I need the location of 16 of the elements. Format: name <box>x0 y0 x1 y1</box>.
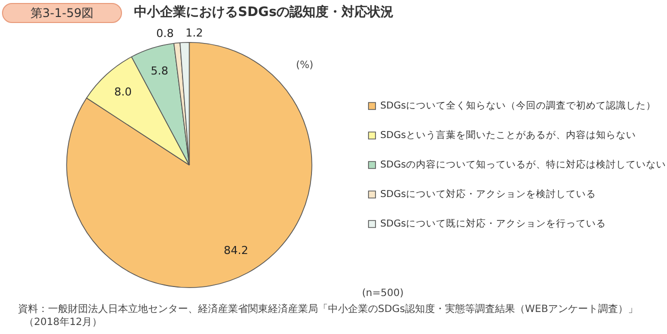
text: 第3-1-59図 <box>2 3 122 23</box>
data-label: 84.2 <box>224 244 248 258</box>
text: (n=500) <box>362 288 404 299</box>
legend-label: SDGsの内容について知っているが、特に対応は検討していない <box>380 158 666 170</box>
legend-label: SDGsについて対応・アクションを検討している <box>380 188 596 200</box>
text: 資料：一般財団法人日本立地センター、経済産業省関東経済産業局「中小企業のSDGs認知度・実態等調査結果（WEBアンケート調査）」 <box>18 303 638 316</box>
data-label: 8.0 <box>114 86 132 99</box>
data-label: 1.2 <box>186 26 204 40</box>
chart-title: 中小企業におけるSDGsの認知度・対応状況 <box>134 4 394 22</box>
text: （2018年12月） <box>24 316 102 329</box>
data-label: 0.8 <box>156 26 174 40</box>
legend-label: SDGsという言葉を聞いたことがあるが、内容は知らない <box>380 128 636 141</box>
legend-label: SDGsについて全く知らない（今回の調査で初めて認識した） <box>380 99 656 112</box>
text: (%) <box>296 60 314 71</box>
legend-label: SDGsについて既に対応・アクションを行っている <box>380 217 606 230</box>
data-label: 5.8 <box>150 64 168 78</box>
